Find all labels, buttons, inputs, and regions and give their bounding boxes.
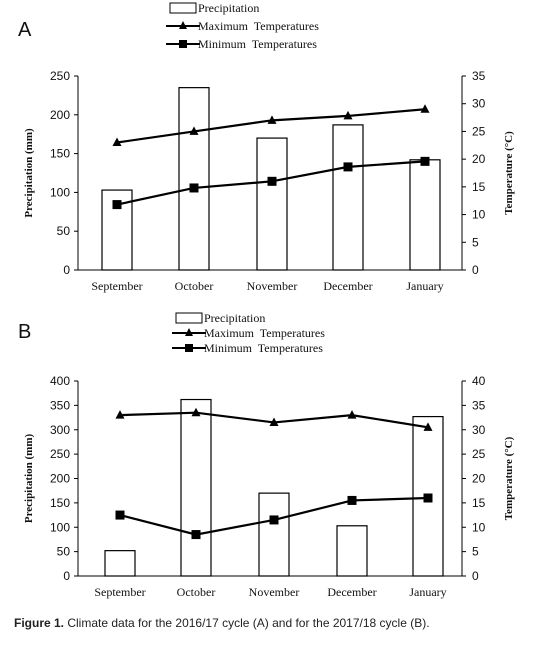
legend-marker-square	[185, 344, 193, 352]
x-tick-label: October	[177, 585, 216, 599]
y-tick-label-right: 5	[472, 235, 479, 249]
y-tick-label-left: 250	[50, 69, 70, 83]
caption-text: Climate data for the 2016/17 cycle (A) a…	[64, 616, 430, 630]
figure-caption: Figure 1. Climate data for the 2016/17 c…	[14, 616, 554, 630]
legend-label: Maximum Temperatures	[198, 19, 319, 33]
legend-swatch-precipitation	[175, 312, 203, 324]
chart-panel-B: B 0 50 100 150 200 250 300 350 400 0 5 10 15 20 25 30 35 4…	[18, 311, 515, 599]
y-axis-title-right: Temperature (°C)	[503, 436, 515, 520]
x-tick-label: September	[91, 279, 142, 293]
max-temperature-point	[347, 410, 357, 419]
min-temperature-point	[347, 495, 357, 505]
x-tick-label: January	[409, 585, 446, 599]
y-tick-label-right: 0	[472, 569, 479, 583]
y-tick-label-right: 10	[472, 208, 486, 222]
y-tick-label-right: 15	[472, 180, 486, 194]
y-tick-label-left: 150	[50, 147, 70, 161]
min-temperature-point	[343, 162, 353, 172]
y-tick-label-right: 15	[472, 496, 486, 510]
max-temperature-point	[343, 110, 353, 120]
y-axis-title-left: Precipitation (mm)	[23, 128, 35, 218]
precipitation-bar	[178, 87, 210, 271]
legend-swatch-precipitation	[169, 2, 197, 14]
y-tick-label-left: 250	[50, 447, 70, 461]
legend-label: Minimum Temperatures	[204, 341, 323, 355]
max-temperature-point	[112, 137, 122, 147]
precipitation-bar	[104, 550, 136, 577]
max-temperature-point	[267, 115, 277, 124]
legend-label: Maximum Temperatures	[204, 326, 325, 340]
legend-label: Precipitation	[198, 1, 259, 15]
y-tick-label-left: 50	[57, 224, 71, 238]
y-tick-label-right: 40	[472, 374, 486, 388]
y-tick-label-left: 400	[50, 374, 70, 388]
y-axis-title-right: Temperature (°C)	[503, 131, 515, 215]
precipitation-bar	[336, 525, 368, 577]
min-temperature-point	[191, 530, 201, 540]
x-tick-label: October	[175, 279, 214, 293]
y-axis-title-left: Precipitation (mm)	[23, 434, 35, 524]
legend-label: Precipitation	[204, 311, 265, 325]
y-tick-label-right: 0	[472, 263, 479, 277]
x-tick-label: January	[406, 279, 443, 293]
max-temperature-point	[191, 407, 201, 417]
precipitation-bar	[332, 124, 364, 271]
y-tick-label-left: 350	[50, 398, 70, 412]
y-tick-label-right: 10	[472, 520, 486, 534]
climate-figure: A05010015020025005101520253035Precipitat…	[18, 1, 515, 599]
x-tick-label: December	[323, 279, 372, 293]
min-temperature-point	[269, 515, 279, 525]
panel-label: A	[18, 19, 32, 41]
precipitation-bar	[409, 159, 441, 271]
max-temperature-point	[420, 104, 430, 113]
y-tick-label-right: 30	[472, 97, 486, 111]
panel-label: B	[18, 321, 31, 343]
min-temperature-point	[189, 183, 199, 193]
y-tick-label-right: 35	[472, 69, 486, 83]
max-temperature-point	[269, 417, 279, 426]
legend-marker-triangle	[179, 21, 187, 29]
max-temperature-point	[115, 410, 125, 419]
min-temperature-point	[115, 510, 125, 520]
legend: Precipitation Maximum Temperatures Minimum…	[166, 1, 319, 51]
caption-label: Figure 1.	[14, 616, 65, 630]
y-tick-label-left: 0	[63, 263, 70, 277]
min-temperature-point	[420, 156, 430, 166]
y-tick-label-right: 30	[472, 423, 486, 437]
y-tick-label-right: 20	[472, 472, 486, 486]
y-tick-label-right: 20	[472, 152, 486, 166]
y-tick-label-left: 300	[50, 423, 70, 437]
y-tick-label-right: 25	[472, 447, 486, 461]
y-tick-label-left: 100	[50, 520, 70, 534]
legend-label: Minimum Temperatures	[198, 37, 317, 51]
precipitation-bar	[258, 492, 290, 577]
precipitation-bar	[256, 137, 288, 271]
y-tick-label-left: 200	[50, 472, 70, 486]
y-tick-label-left: 200	[50, 108, 70, 122]
y-tick-label-left: 50	[57, 545, 71, 559]
min-temperature-point	[112, 200, 122, 210]
legend-marker-triangle	[185, 328, 193, 336]
x-tick-label: November	[247, 279, 298, 293]
legend-marker-square	[179, 40, 187, 48]
max-temperature-point	[423, 422, 433, 431]
y-tick-label-right: 35	[472, 398, 486, 412]
x-tick-label: September	[94, 585, 145, 599]
x-tick-label: December	[327, 585, 376, 599]
y-tick-label-left: 0	[63, 569, 70, 583]
y-tick-label-right: 5	[472, 545, 479, 559]
y-tick-label-left: 100	[50, 185, 70, 199]
min-temperature-point	[267, 176, 277, 186]
chart-panel-A: A 0 50 100 150 200 250 0 5 10 15 20 25 30 35 Precipitat…	[18, 1, 515, 293]
y-tick-label-left: 150	[50, 496, 70, 510]
x-tick-label: November	[249, 585, 300, 599]
max-temperature-point	[189, 126, 199, 135]
min-temperature-point	[423, 493, 433, 503]
y-tick-label-right: 25	[472, 124, 486, 138]
precipitation-bar	[180, 398, 212, 577]
